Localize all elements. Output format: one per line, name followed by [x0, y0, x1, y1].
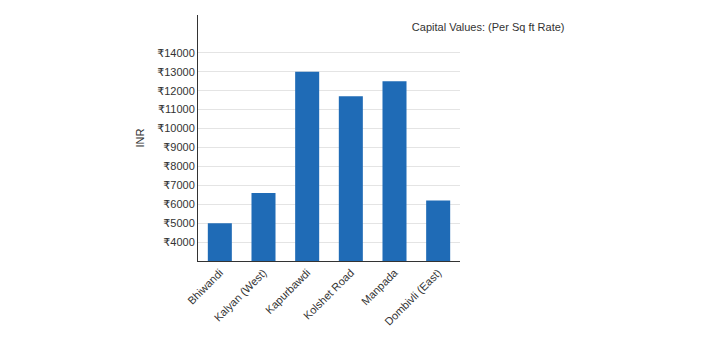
svg-text:Kolshet Road: Kolshet Road: [301, 267, 356, 322]
svg-text:₹14000: ₹14000: [157, 47, 195, 59]
svg-text:Kapurbawdi: Kapurbawdi: [263, 267, 313, 317]
svg-text:Manpada: Manpada: [359, 266, 401, 308]
svg-text:₹7000: ₹7000: [163, 179, 194, 191]
svg-text:₹9000: ₹9000: [163, 141, 194, 153]
svg-text:Dombivli (East): Dombivli (East): [382, 267, 443, 328]
svg-text:₹11000: ₹11000: [158, 103, 195, 115]
svg-text:₹12000: ₹12000: [157, 85, 195, 97]
svg-text:INR: INR: [134, 128, 146, 147]
svg-text:₹8000: ₹8000: [163, 160, 194, 172]
svg-text:₹5000: ₹5000: [163, 217, 194, 229]
svg-text:Bhiwandi: Bhiwandi: [185, 267, 225, 307]
svg-text:₹13000: ₹13000: [157, 66, 195, 78]
svg-text:Capital Values: (Per Sq ft Rat: Capital Values: (Per Sq ft Rate): [412, 21, 565, 33]
svg-text:Kalyan (West): Kalyan (West): [212, 267, 269, 324]
svg-text:₹6000: ₹6000: [163, 198, 194, 210]
svg-text:₹4000: ₹4000: [163, 236, 194, 248]
svg-text:₹10000: ₹10000: [157, 122, 195, 134]
